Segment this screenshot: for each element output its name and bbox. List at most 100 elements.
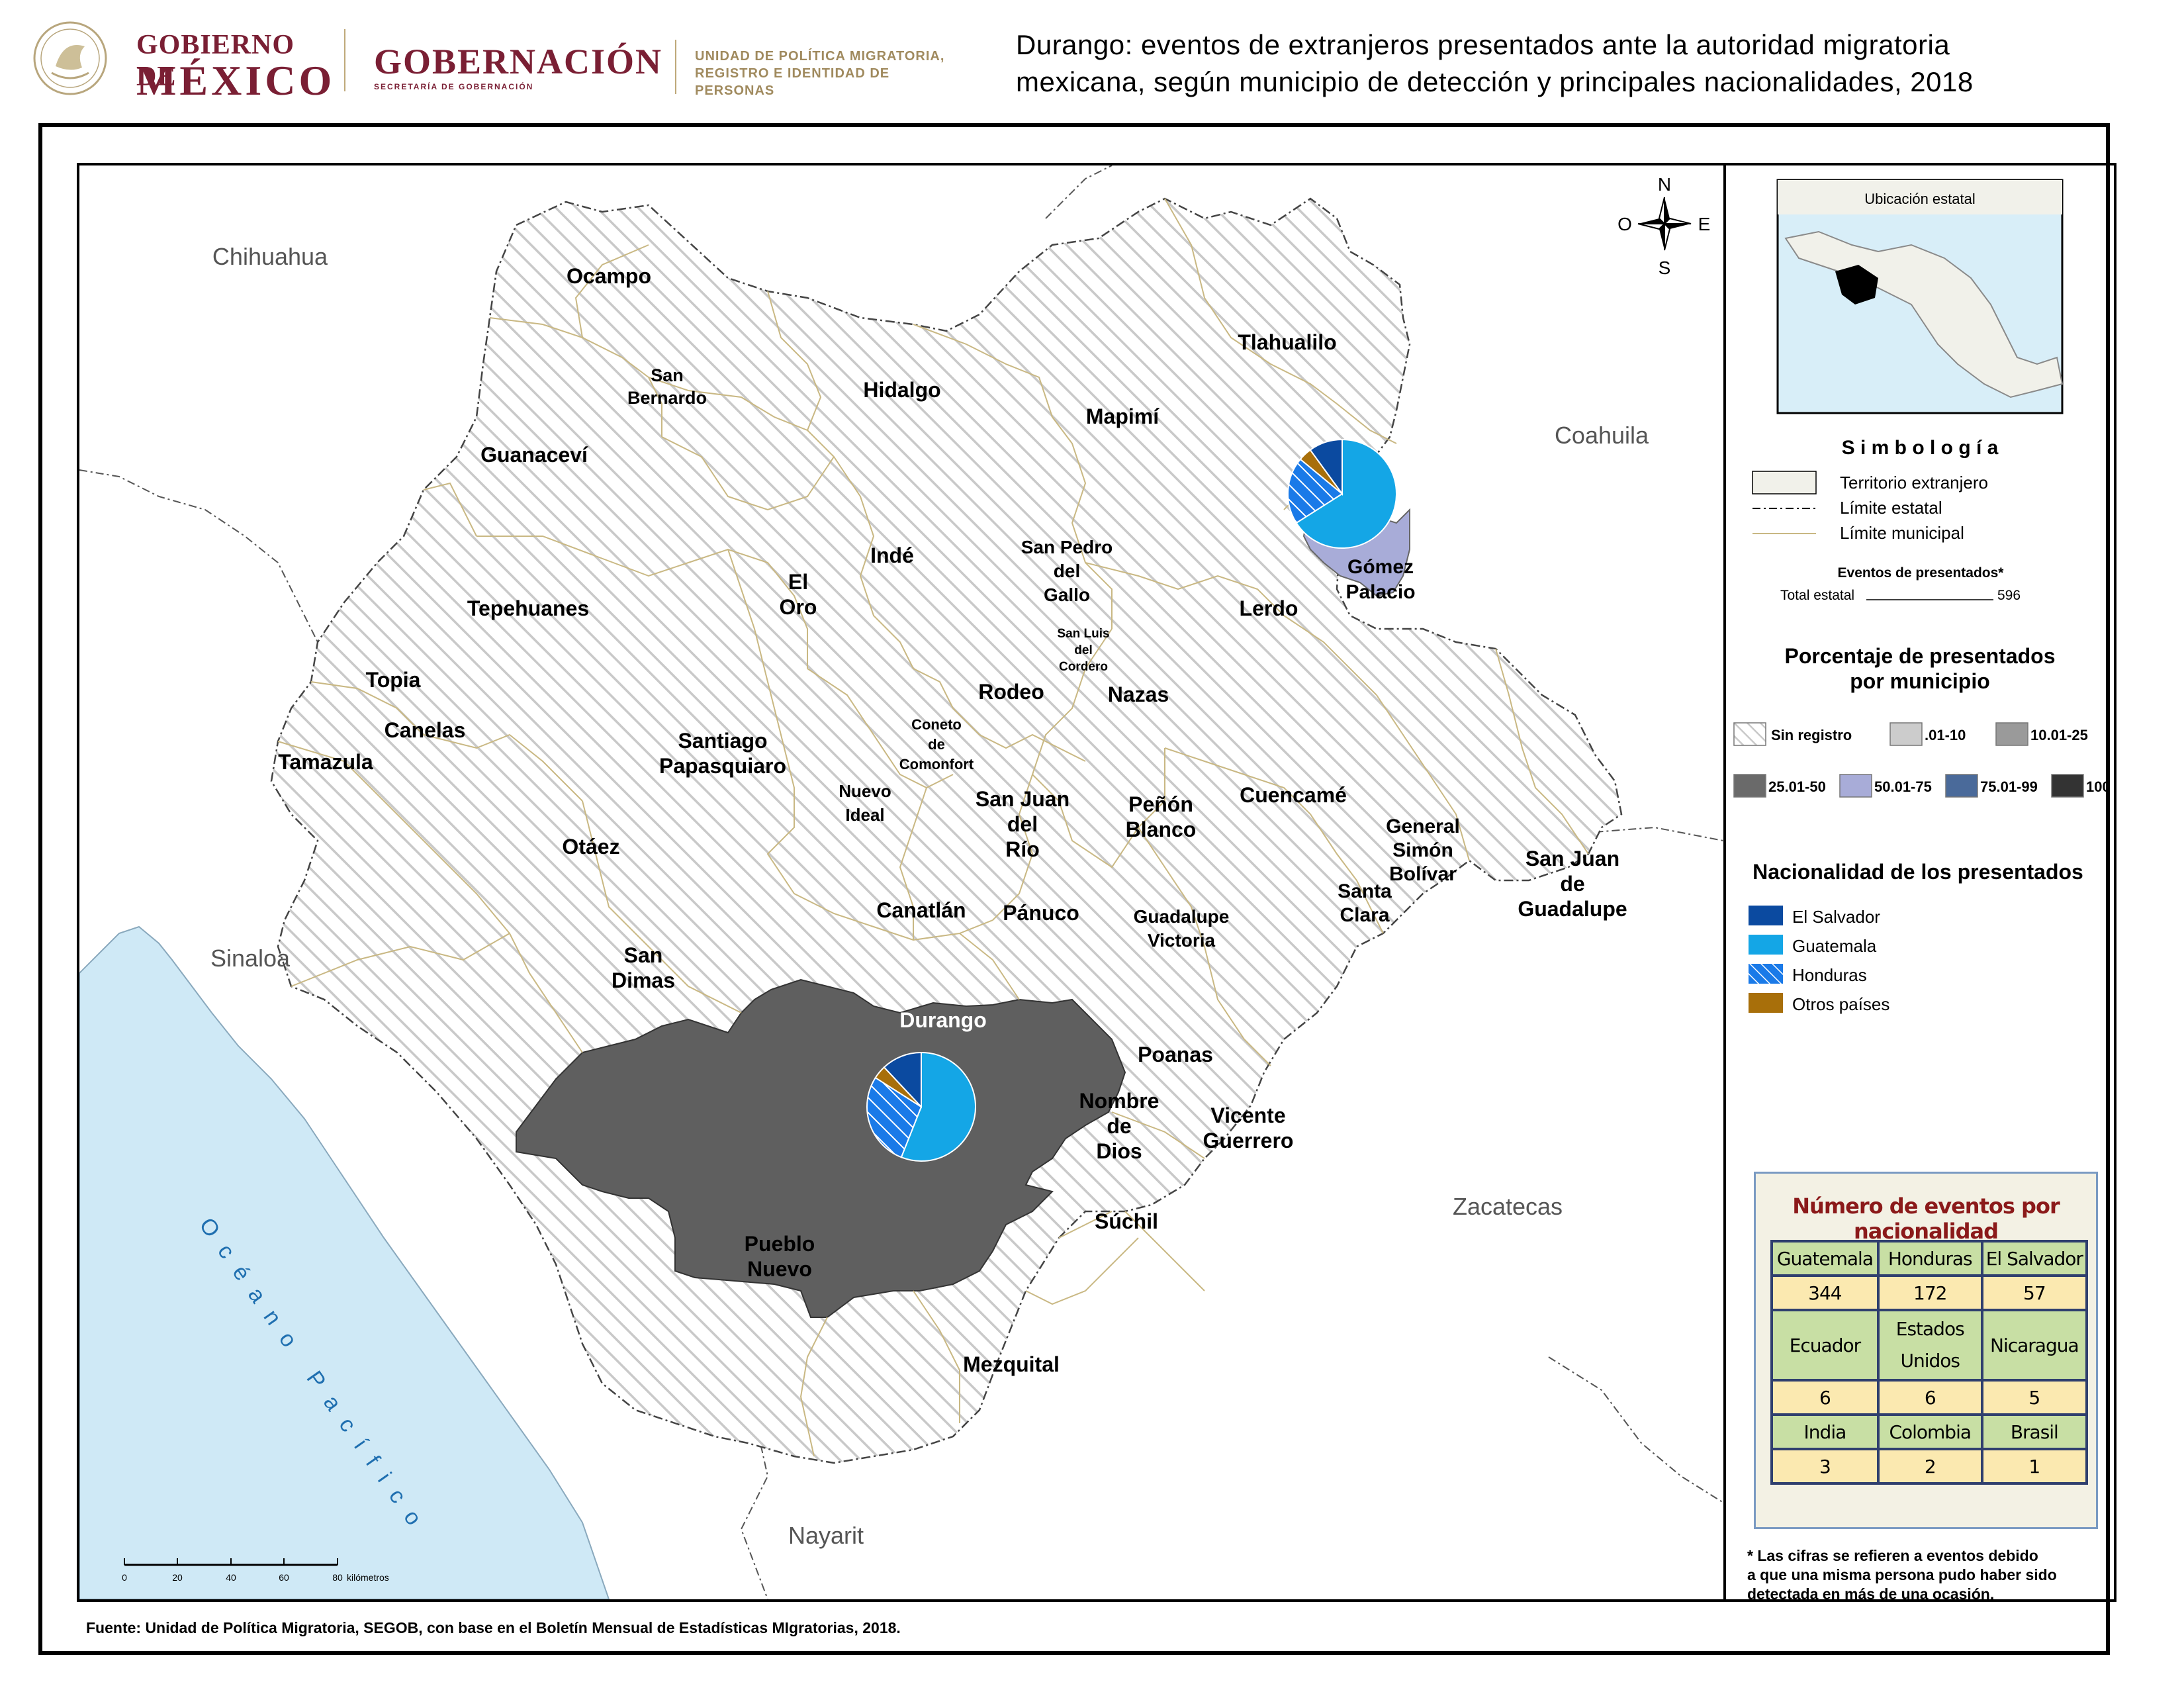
nat-label-el-salvador: El Salvador <box>1792 907 1880 927</box>
label-el-oro-1: El <box>788 570 808 594</box>
municipal-boundaries <box>277 198 1589 1457</box>
pie-gomez-palacio <box>1287 438 1397 549</box>
state-line-chihuahua-sinaloa <box>79 469 345 696</box>
class-label-3: 25.01-50 <box>1768 778 1826 795</box>
table-cell: Brasil <box>1980 1413 2089 1450</box>
class-label-4: 50.01-75 <box>1874 778 1932 795</box>
label-inde: Indé <box>870 543 914 567</box>
label-suchil: Súchil <box>1095 1209 1158 1233</box>
label-coneto-1: Coneto <box>911 716 962 733</box>
scale-tick-40: 40 <box>226 1572 236 1583</box>
label-mezquital: Mezquital <box>963 1352 1060 1376</box>
label-vg-1: Vicente <box>1210 1103 1285 1127</box>
label-santiago-1: Santiago <box>678 729 767 753</box>
label-sjrio-1: San Juan <box>976 787 1069 811</box>
scale-tick-0: 0 <box>122 1572 127 1583</box>
label-gomez-palacio-1: Gómez <box>1347 556 1414 578</box>
durango-municipality-shape <box>516 978 1126 1318</box>
nat-swatch-honduras <box>1749 964 1783 984</box>
class-label-5: 75.01-99 <box>1980 778 2038 795</box>
footnote-line-3: detectada en más de una ocasión. <box>1747 1585 1995 1603</box>
label-el-oro-2: Oro <box>780 595 817 619</box>
compass-s: S <box>1659 258 1671 278</box>
class-swatch-6 <box>2051 774 2084 798</box>
footnote-line-2: a que una misma persona pudo haber sido <box>1747 1566 2057 1583</box>
label-san-bernardo-2: Bernardo <box>627 388 707 408</box>
table-cell: 172 <box>1876 1274 1983 1311</box>
pie-slice-guatemala <box>1295 438 1397 549</box>
legend-nationalities: El Salvador Guatemala Honduras Otros paí… <box>1749 906 1889 1014</box>
state-line-zacatecas <box>1548 1356 1723 1503</box>
label-ocampo: Ocampo <box>567 264 651 288</box>
label-santiago-2: Papasquiaro <box>659 754 786 778</box>
label-san-pedro-2: del <box>1054 561 1080 581</box>
table-cell: 344 <box>1770 1274 1880 1311</box>
label-gsb-2: Simón <box>1392 839 1453 861</box>
gobernacion-subtitle: SECRETARÍA DE GOBERNACIÓN <box>374 82 534 91</box>
outer-frame <box>38 123 2110 1655</box>
pie-slice-el-salvador <box>1309 438 1343 496</box>
upm-logo-text: UNIDAD DE POLÍTICA MIGRATORIA, REGISTRO … <box>695 48 973 99</box>
municipality-labels: Ocampo San Bernardo Hidalgo Mapimí Tlahu… <box>278 264 1627 1376</box>
label-rodeo: Rodeo <box>978 680 1044 704</box>
label-gsb-3: Bolívar <box>1389 863 1457 885</box>
legend-territorio: Territorio extranjero <box>1840 473 1988 492</box>
nationality-table-title: Número de eventos por nacionalidad <box>1792 1194 2060 1244</box>
nat-label-honduras: Honduras <box>1792 965 1867 985</box>
label-ndd-2: de <box>1107 1114 1131 1138</box>
nat-swatch-el-salvador <box>1749 906 1783 925</box>
table-cell: 2 <box>1876 1448 1983 1485</box>
label-lerdo: Lerdo <box>1240 596 1298 620</box>
scale-unit: kilómetros <box>347 1572 389 1583</box>
inset-map: Ubicación estatal <box>1776 179 2064 414</box>
label-san-pedro-1: San Pedro <box>1021 537 1113 557</box>
gobierno-mexico-logo: GOBIERNO DE MÉXICO <box>24 20 335 102</box>
legend-limite-estatal: Límite estatal <box>1840 498 1942 518</box>
legend-total-label: Total estatal <box>1780 588 1854 603</box>
table-cell: Estados Unidos <box>1876 1309 1983 1382</box>
scale-tick-60: 60 <box>279 1572 289 1583</box>
ocean-area <box>79 925 610 1599</box>
label-penon-2: Blanco <box>1126 818 1197 841</box>
nat-swatch-otros <box>1749 993 1783 1013</box>
table-cell: Nicaragua <box>1980 1309 2089 1382</box>
class-label-1: .01-10 <box>1925 727 1966 743</box>
label-san-luis-1: San Luis <box>1057 627 1109 641</box>
mexico-text: MÉXICO <box>136 57 336 104</box>
gobierno-de-text: GOBIERNO DE <box>136 30 295 92</box>
inset-durango-highlight <box>1835 265 1878 305</box>
pie-slice-el-salvador <box>883 1051 922 1109</box>
table-cell: 6 <box>1876 1379 1983 1416</box>
label-san-dimas-2: Dimas <box>612 968 675 992</box>
table-row: Guatemala Honduras El Salvador <box>1770 1240 2089 1277</box>
label-coneto-3: Comonfort <box>899 756 974 773</box>
upm-line-2: REGISTRO E IDENTIDAD DE PERSONAS <box>695 66 890 98</box>
label-gpe-victoria-2: Victoria <box>1148 930 1216 951</box>
map-panel: Océano Pacífico <box>77 163 1726 1602</box>
table-row: 6 6 5 <box>1770 1379 2089 1416</box>
table-cell: India <box>1770 1413 1880 1450</box>
class-swatch-0 <box>1733 722 1766 746</box>
label-mapimi: Mapimí <box>1086 404 1160 428</box>
label-gpe-victoria-1: Guadalupe <box>1134 906 1230 927</box>
class-label-0: Sin registro <box>1771 727 1852 743</box>
table-cell: 57 <box>1980 1274 2089 1311</box>
label-tlahualilo: Tlahualilo <box>1238 330 1336 354</box>
label-tamazula: Tamazula <box>278 750 373 774</box>
label-tepehuanes: Tepehuanes <box>467 596 589 620</box>
upm-line-1: UNIDAD DE POLÍTICA MIGRATORIA, <box>695 49 945 64</box>
legend-total-value: 596 <box>1997 588 2021 603</box>
legend-nat-title: Nacionalidad de los presentados <box>1752 860 2083 884</box>
label-gsb-1: General <box>1386 816 1460 837</box>
compass-o: O <box>1617 214 1632 234</box>
label-san-bernardo-1: San <box>651 365 684 385</box>
pie-slice-guatemala <box>900 1051 976 1162</box>
legend-limite-municipal: Límite municipal <box>1840 523 1964 543</box>
label-sjrio-3: Río <box>1005 837 1040 861</box>
neighbor-label-coahuila: Coahuila <box>1555 422 1649 449</box>
label-ndd-1: Nombre <box>1079 1089 1160 1113</box>
neighbor-label-zacatecas: Zacatecas <box>1453 1193 1563 1220</box>
label-santa-clara-1: Santa <box>1338 880 1392 902</box>
table-cell: 5 <box>1980 1379 2089 1416</box>
gobernacion-logo-text: GOBERNACIÓN <box>374 42 663 81</box>
